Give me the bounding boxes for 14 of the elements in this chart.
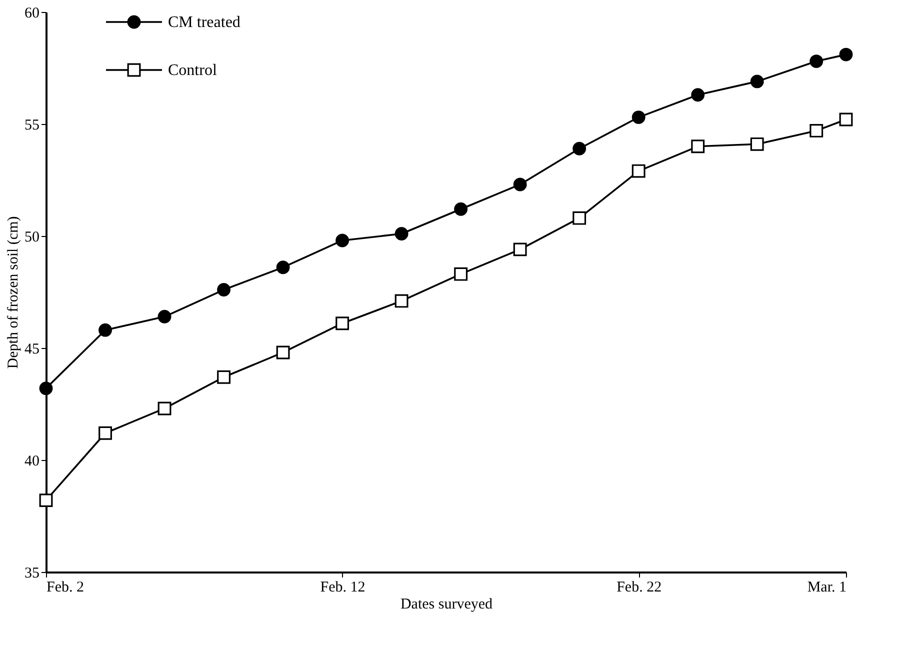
x-tick-label: Feb. 22: [616, 580, 662, 596]
legend-label: CM treated: [168, 14, 240, 31]
x-tick-label: Feb. 2: [46, 580, 84, 596]
legend-label: Control: [168, 62, 218, 79]
y-tick-label: 50: [24, 230, 40, 246]
x-axis-title: Dates surveyed: [400, 596, 494, 612]
y-tick-label: 45: [24, 342, 40, 358]
x-tick-label: Feb. 12: [320, 580, 366, 596]
y-tick-label: 40: [24, 454, 40, 470]
x-tick-label: Mar. 1: [807, 580, 846, 596]
y-axis-title: Depth of frozen soil (cm): [6, 216, 22, 369]
y-tick-label: 60: [24, 6, 40, 22]
y-tick-label: 55: [24, 118, 40, 134]
y-tick-label: 35: [24, 566, 40, 582]
